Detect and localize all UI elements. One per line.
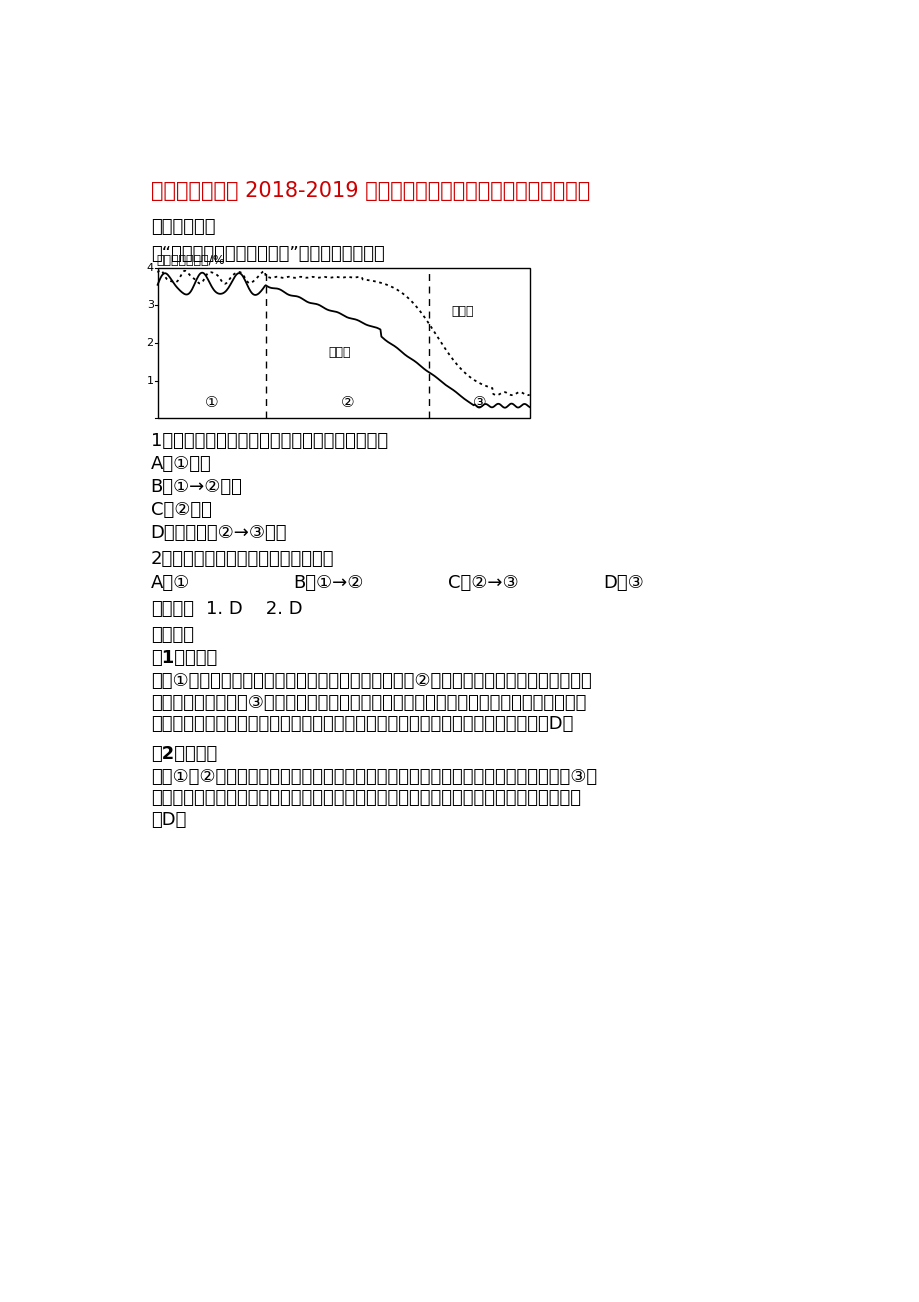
Text: ②: ②	[340, 396, 354, 410]
Text: ①: ①	[205, 396, 218, 410]
Text: 一、选择题。: 一、选择题。	[151, 217, 215, 236]
Text: 图示①和②模式的人口出生率高，少年儿童所占比例较大，老龄人口所占比例较小，而③模: 图示①和②模式的人口出生率高，少年儿童所占比例较大，老龄人口所占比例较小，而③模	[151, 768, 596, 785]
Text: 1．现阶段我国人口增长模式属于下列哪种情况：: 1．现阶段我国人口增长模式属于下列哪种情况：	[151, 432, 387, 450]
Text: 死亡率: 死亡率	[328, 346, 351, 359]
Text: D．基本实现②→③转变: D．基本实现②→③转变	[151, 525, 287, 543]
Text: 1: 1	[147, 375, 153, 385]
Text: B．①→②: B．①→②	[293, 574, 363, 591]
Text: C．②模式: C．②模式	[151, 501, 211, 519]
Text: ③: ③	[472, 396, 485, 410]
Text: 2: 2	[146, 339, 153, 348]
Text: 计划生育政策，人口模式基本实现由传统型向现代型转变，已进入现代型，故该题选D。: 计划生育政策，人口模式基本实现由传统型向现代型转变，已进入现代型，故该题选D。	[151, 715, 573, 733]
Text: 式的人口出生率低，死亡率低，自然增长率低，老年人口所占比例较大，有老龄化趋向，故: 式的人口出生率低，死亡率低，自然增长率低，老年人口所占比例较大，有老龄化趋向，故	[151, 789, 580, 807]
Bar	[157, 268, 529, 418]
Text: 【答案】: 【答案】	[151, 600, 193, 617]
Text: 1. D    2. D: 1. D 2. D	[206, 600, 302, 617]
Text: 4: 4	[146, 263, 153, 273]
Text: 吉林省榆树一中 2018-2019 学年高一地理下学期期中试题（含解析）: 吉林省榆树一中 2018-2019 学年高一地理下学期期中试题（含解析）	[151, 181, 589, 201]
Text: 率上升，为传统型；③出生率、死亡率和自然增长率都较低，应为现代型，我国因为实行了: 率上升，为传统型；③出生率、死亡率和自然增长率都较低，应为现代型，我国因为实行了	[151, 694, 585, 712]
Text: 选D。: 选D。	[151, 811, 186, 829]
Text: 出生率: 出生率	[451, 305, 473, 318]
Text: 读“人口增长模式转变示意图”，回答下列各题。: 读“人口增长模式转变示意图”，回答下列各题。	[151, 245, 384, 263]
Text: 读图①出生率、死亡率高，自然增长率低，为原始型；②出生率高，死亡率下降，自然增长: 读图①出生率、死亡率高，自然增长率低，为原始型；②出生率高，死亡率下降，自然增长	[151, 672, 591, 690]
Text: 【解析】: 【解析】	[151, 626, 193, 644]
Text: C．②→③: C．②→③	[448, 574, 518, 591]
Text: 2．图中表现有老龄化趋向的阶段是：: 2．图中表现有老龄化趋向的阶段是：	[151, 551, 334, 569]
Text: 死亡率与出生率/%: 死亡率与出生率/%	[156, 254, 224, 267]
Text: 3: 3	[147, 301, 153, 310]
Text: A．①: A．①	[151, 574, 189, 591]
Text: A．①模式: A．①模式	[151, 454, 211, 473]
Text: B．①→②转变: B．①→②转变	[151, 478, 243, 496]
Text: D．③: D．③	[603, 574, 643, 591]
Text: 【2题详解】: 【2题详解】	[151, 745, 217, 763]
Text: 【1题详解】: 【1题详解】	[151, 648, 217, 667]
